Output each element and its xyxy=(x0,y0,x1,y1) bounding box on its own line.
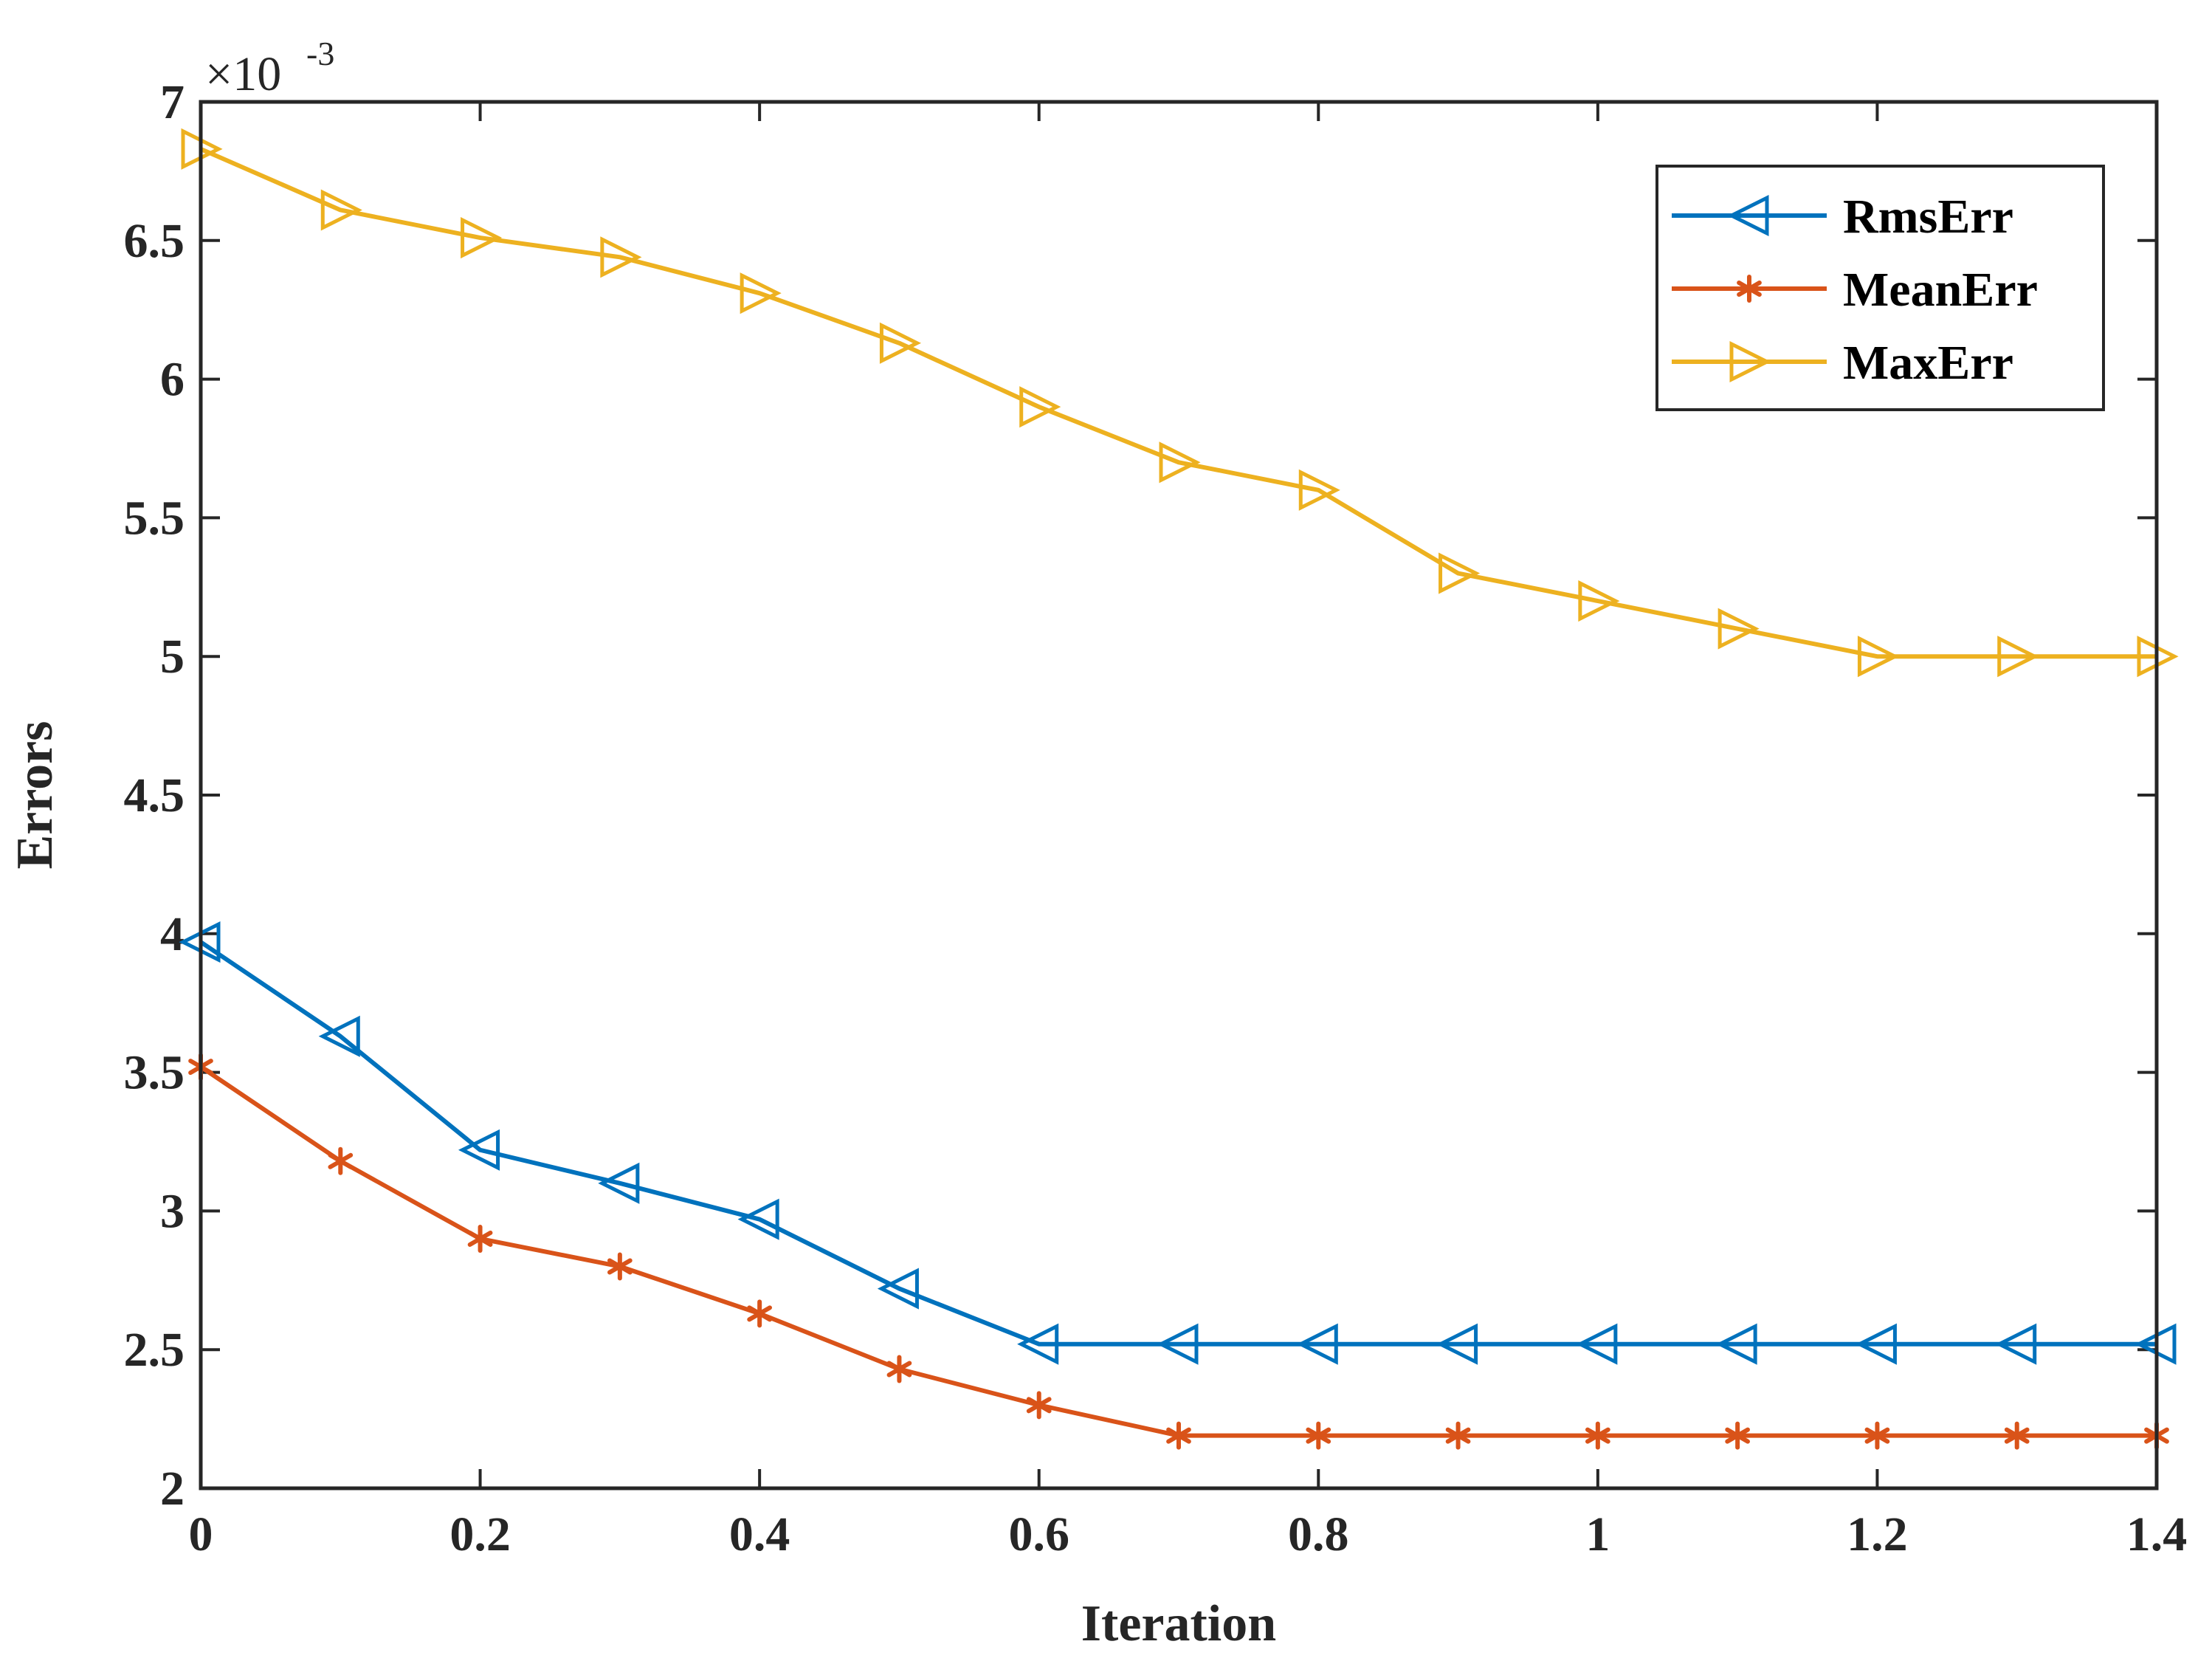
data-point-MaxErr xyxy=(1717,608,1760,650)
series-line-MaxErr xyxy=(199,147,2157,659)
y-tick-label: 5 xyxy=(160,630,185,684)
data-point-MaxErr xyxy=(740,272,782,314)
data-point-MeanErr xyxy=(886,1355,912,1383)
x-tick-label: 1.4 xyxy=(2126,1507,2188,1561)
data-point-MeanErr xyxy=(1306,1421,1331,1450)
data-point-MaxErr xyxy=(1159,441,1201,484)
data-point-MeanErr xyxy=(328,1146,354,1175)
data-point-RmsErr xyxy=(1715,1323,1757,1365)
y-tick-label: 4.5 xyxy=(124,768,185,822)
x-tick-label: 0.6 xyxy=(1008,1507,1069,1561)
legend-label: MeanErr xyxy=(1843,263,2038,317)
legend-label: MaxErr xyxy=(1843,336,2013,390)
y-tick-label: 4 xyxy=(160,907,185,961)
y-tick-label: 3 xyxy=(160,1184,185,1238)
y-tick-label: 5.5 xyxy=(124,491,185,545)
y-tick-label: 6 xyxy=(160,353,185,407)
data-point-MaxErr xyxy=(461,216,503,259)
data-point-MaxErr xyxy=(879,322,922,364)
y-tick-label: 6.5 xyxy=(124,214,185,268)
data-point-MeanErr xyxy=(1585,1421,1610,1450)
legend-entries: RmsErr MeanErr MaxErr xyxy=(1672,190,2038,390)
y-tick-label: 3.5 xyxy=(124,1046,185,1100)
data-point-MeanErr xyxy=(1864,1421,1890,1450)
x-axis-title: Iteration xyxy=(1081,1595,1276,1652)
data-point-MaxErr xyxy=(1578,580,1620,622)
data-point-MaxErr xyxy=(320,189,362,231)
x-tick-label: 0 xyxy=(189,1507,213,1561)
data-point-RmsErr xyxy=(318,1015,360,1057)
y-tick-label: 2.5 xyxy=(124,1323,185,1377)
data-point-RmsErr xyxy=(737,1198,779,1240)
legend-entry-MaxErr: MaxErr xyxy=(1672,336,2013,390)
series-line-RmsErr xyxy=(199,940,2157,1347)
axis-exponent: ×10 -3 xyxy=(205,35,334,101)
x-tick-label: 1.2 xyxy=(1847,1507,1908,1561)
data-point-RmsErr xyxy=(1436,1323,1478,1365)
data-point-RmsErr xyxy=(1296,1323,1338,1365)
data-point-RmsErr xyxy=(1157,1323,1199,1365)
x-tick-label: 1 xyxy=(1585,1507,1610,1561)
x-tick-label: 0.4 xyxy=(729,1507,790,1561)
data-point-MeanErr xyxy=(607,1252,633,1281)
data-point-MaxErr xyxy=(1019,386,1061,428)
ticks-layer: 0 0.2 0.4 0.6 0.8 1 1.2 1.4 2 2.5 3 3.5 4 4.5 5 5.5 6 6.5… xyxy=(124,75,2188,1561)
legend-entry-MeanErr: MeanErr xyxy=(1672,263,2038,317)
data-point-MaxErr xyxy=(600,236,642,278)
series-RmsErr xyxy=(179,921,2177,1365)
data-point-MaxErr xyxy=(1857,636,1900,678)
exponent-base: ×10 xyxy=(205,47,281,101)
data-point-RmsErr xyxy=(877,1268,919,1310)
data-point-MaxErr xyxy=(1298,469,1340,511)
y-tick-label: 7 xyxy=(160,75,185,129)
data-point-MeanErr xyxy=(1026,1391,1052,1420)
data-point-MeanErr xyxy=(467,1224,493,1253)
data-point-MaxErr xyxy=(1997,636,2039,678)
data-point-MeanErr xyxy=(747,1299,772,1328)
data-point-MeanErr xyxy=(1445,1421,1471,1450)
data-point-RmsErr xyxy=(1855,1323,1897,1365)
data-point-RmsErr xyxy=(1576,1323,1618,1365)
data-point-RmsErr xyxy=(598,1162,640,1204)
legend-marker xyxy=(1729,340,1771,383)
series-layer xyxy=(179,128,2179,1450)
data-point-MeanErr xyxy=(1725,1421,1750,1450)
data-point-MaxErr xyxy=(1439,552,1481,594)
legend-entry-RmsErr: RmsErr xyxy=(1672,190,2013,244)
data-point-MeanErr xyxy=(1166,1421,1191,1450)
plot-frame xyxy=(199,100,2159,1490)
legend-marker xyxy=(1737,275,1762,303)
exponent-power: -3 xyxy=(306,35,334,72)
y-axis-title: Errors xyxy=(7,721,63,870)
legend-label: RmsErr xyxy=(1843,190,2013,244)
x-tick-label: 0.2 xyxy=(449,1507,511,1561)
data-point-MeanErr xyxy=(2004,1421,2030,1450)
data-point-RmsErr xyxy=(1017,1323,1059,1365)
data-point-RmsErr xyxy=(1995,1323,2037,1365)
y-tick-label: 2 xyxy=(160,1462,185,1516)
data-point-RmsErr xyxy=(458,1129,500,1171)
legend: RmsErr MeanErr MaxErr xyxy=(1655,165,2105,411)
legend-marker xyxy=(1727,194,1769,237)
x-tick-label: 0.8 xyxy=(1288,1507,1349,1561)
